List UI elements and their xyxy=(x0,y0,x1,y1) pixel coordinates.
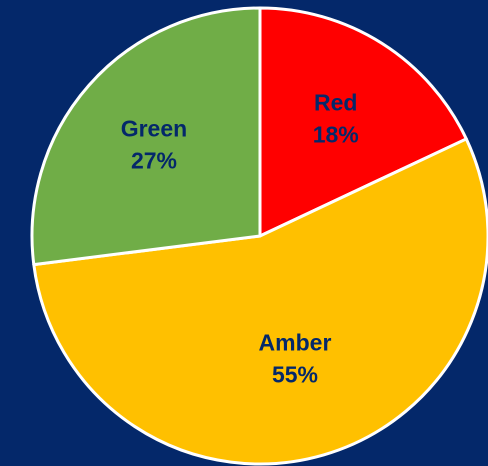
pie-slice-red xyxy=(258,6,468,238)
pie-slice-amber xyxy=(32,137,488,466)
slice-percent-green: 27% xyxy=(131,148,177,174)
slice-label-red: Red xyxy=(314,90,357,116)
pie-labels: Red 18% Amber 55% Green 27% xyxy=(121,90,359,388)
pie-slices xyxy=(30,6,488,466)
slice-percent-red: 18% xyxy=(313,122,359,148)
slice-label-amber: Amber xyxy=(259,329,332,355)
slice-percent-amber: 55% xyxy=(272,361,318,387)
pie-slice-green xyxy=(30,6,262,267)
slice-label-green: Green xyxy=(121,116,187,142)
